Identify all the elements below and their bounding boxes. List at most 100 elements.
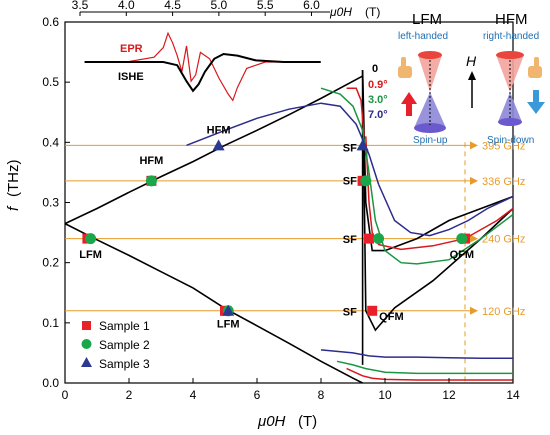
- series-line-7.0°: [377, 184, 514, 237]
- y-tick-label: 0.3: [42, 196, 59, 210]
- field-arrow-icon: [468, 71, 476, 108]
- freq-label: 120 GHz: [482, 306, 525, 318]
- hfm-subtitle: right-handed: [483, 31, 539, 42]
- marker-sample-3: [222, 304, 235, 316]
- inset-tick-label: 4.0: [118, 0, 135, 12]
- series-line-0.9°: [346, 367, 513, 381]
- spin-down-arrow-icon: [527, 90, 545, 114]
- lfm-subtitle: left-handed: [398, 31, 448, 42]
- mode-annotation: SF: [343, 234, 357, 246]
- mode-annotation: QFM: [379, 311, 403, 323]
- inset-tick-label: 3.5: [72, 0, 89, 12]
- axis-ticks: 0 2 4 6 8 10 12 14 0.0 0.1 0.2 0.3 0.4 0.5 0.6: [42, 15, 520, 402]
- freq-arrow-icon: [470, 176, 478, 185]
- lfm-title: LFM: [412, 11, 442, 28]
- field-label: H: [466, 53, 477, 69]
- sample-markers: [82, 139, 470, 317]
- hfm-title: HFM: [495, 11, 528, 28]
- x-tick-label: 0: [62, 388, 69, 402]
- x-tick-label: 4: [190, 388, 197, 402]
- y-axis-label-main: f: [5, 205, 22, 211]
- legend-marker-sample-2: [81, 339, 92, 349]
- marker-sample-2: [373, 233, 385, 245]
- series-line-0.9°: [365, 136, 514, 251]
- marker-sample-2: [145, 175, 157, 187]
- y-tick-label: 0.6: [42, 15, 59, 29]
- mode-annotations: LFM HFM HFM LFM SF SF SF SF QFM QFM: [79, 124, 474, 330]
- freq-label: 240 GHz: [482, 234, 525, 246]
- legend-label-sample-2: Sample 2: [99, 338, 150, 352]
- marker-sample-1: [367, 305, 378, 316]
- x-tick-label: 14: [506, 388, 520, 402]
- inset-ticks: 3.5 4.0 4.5 5.0 5.5 6.0: [72, 0, 320, 16]
- series-line-3.0°: [336, 360, 513, 375]
- marker-sample-2: [360, 175, 372, 187]
- x-axis-label: μ0H (T): [257, 413, 317, 430]
- x-tick-label: 2: [126, 388, 133, 402]
- mode-annotation: SF: [343, 142, 357, 154]
- marker-sample-3: [212, 139, 225, 151]
- marker-sample-1: [364, 233, 374, 244]
- freq-arrow-icon: [470, 141, 478, 150]
- marker-sample-2: [85, 233, 97, 245]
- mode-annotation: SF: [343, 175, 357, 187]
- series-line-0.9°: [346, 87, 365, 137]
- hfm-cone-icon: [496, 51, 524, 126]
- x-tick-label: 6: [254, 388, 261, 402]
- inset-ishe-curve: [84, 52, 321, 93]
- legend: Sample 1 Sample 2 Sample 3: [81, 319, 150, 371]
- marker-sample-2: [456, 233, 468, 245]
- y-tick-label: 0.1: [42, 316, 59, 330]
- mode-annotation: SF: [343, 307, 357, 319]
- mode-annotation: LFM: [217, 319, 240, 331]
- angle-label-7.0: 7.0°: [368, 109, 388, 121]
- y-tick-label: 0.2: [42, 256, 59, 270]
- y-tick-label: 0.0: [42, 376, 59, 390]
- legend-label-sample-3: Sample 3: [99, 357, 150, 371]
- mode-annotation: HFM: [139, 155, 163, 167]
- x-tick-label: 8: [318, 388, 325, 402]
- freq-arrow-icon: [470, 306, 478, 315]
- inset-ishe-label: ISHE: [118, 71, 144, 83]
- inset-axis-label-unit: (T): [365, 5, 380, 19]
- mode-annotation: LFM: [79, 249, 102, 261]
- inset-panel: 3.5 4.0 4.5 5.0 5.5 6.0 EPR ISHE μ0H (T): [72, 0, 380, 102]
- x-axis-label-unit: (T): [298, 413, 317, 430]
- lfm-cone-icon: [414, 51, 446, 133]
- hfm-spin-label: Spin-down: [487, 135, 534, 146]
- y-axis-label: f (THz): [5, 160, 22, 212]
- y-tick-label: 0.5: [42, 75, 59, 89]
- inset-tick-label: 4.5: [164, 0, 181, 12]
- freq-label: 336 GHz: [482, 176, 525, 188]
- spin-up-arrow-icon: [401, 92, 417, 116]
- marker-sample-3: [356, 139, 369, 151]
- angle-label-0.9: 0.9°: [368, 79, 388, 91]
- y-tick-label: 0.4: [42, 135, 59, 149]
- mode-annotation: QFM: [450, 249, 474, 261]
- thumbs-up-icon: [398, 57, 412, 78]
- freq-label: 395 GHz: [482, 140, 525, 152]
- inset-axis-label-main: μ0H: [329, 5, 352, 19]
- thumbs-up-icon-right: [528, 57, 542, 78]
- inset-epr-label: EPR: [120, 43, 143, 55]
- legend-marker-sample-3: [81, 357, 92, 367]
- dispersion-curves: [64, 70, 514, 384]
- series-line-7.0°: [320, 349, 513, 360]
- lfm-spin-label: Spin-up: [413, 135, 448, 146]
- x-tick-label: 12: [442, 388, 456, 402]
- freq-arrow-icon: [470, 234, 478, 243]
- handedness-schematic: LFM left-handed HFM right-handed Spin-up…: [398, 11, 545, 146]
- inset-tick-label: 5.0: [211, 0, 228, 12]
- reference-lines: 395 GHz 336 GHz 240 GHz 120 GHz: [65, 140, 525, 383]
- x-tick-label: 10: [378, 388, 392, 402]
- y-axis-label-unit: (THz): [5, 160, 22, 198]
- legend-label-sample-1: Sample 1: [99, 319, 150, 333]
- inset-tick-label: 6.0: [303, 0, 320, 12]
- legend-marker-sample-1: [82, 321, 91, 330]
- angle-label-0: 0: [372, 63, 378, 75]
- inset-tick-label: 5.5: [257, 0, 274, 12]
- x-axis-label-main: μ0H: [257, 413, 286, 430]
- inset-epr-curve: [84, 31, 321, 102]
